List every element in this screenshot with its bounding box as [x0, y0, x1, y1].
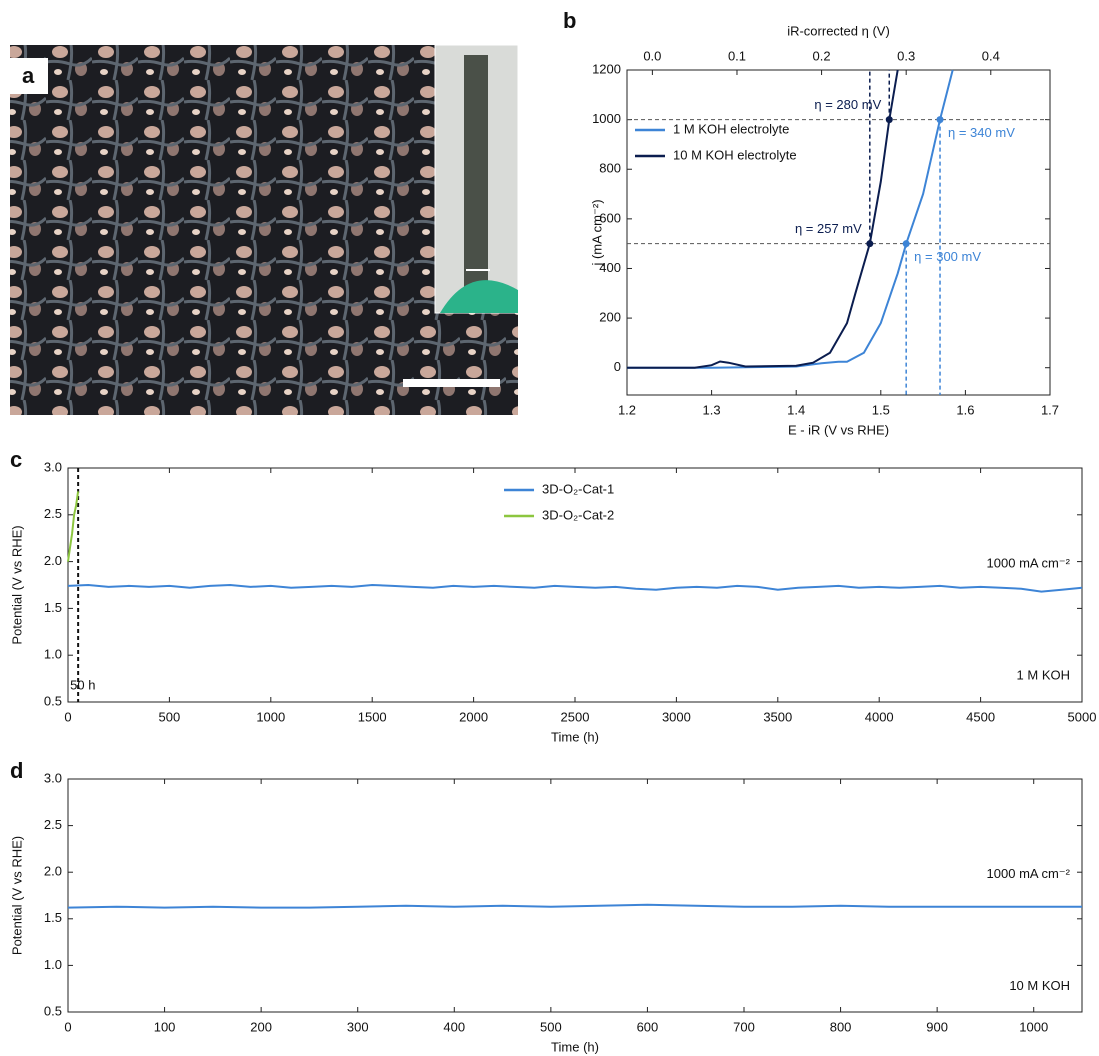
- annotation: 1 M KOH: [1017, 668, 1070, 683]
- annotation: 1000 mA cm⁻²: [987, 555, 1071, 570]
- series-line: [67, 583, 1083, 593]
- y-tick-label: 1200: [592, 61, 621, 76]
- reference-label: 50 h: [70, 677, 95, 692]
- x2-tick-label: 0.0: [643, 48, 661, 63]
- x2-tick-label: 0.3: [897, 48, 915, 63]
- y-tick-label: 200: [599, 310, 621, 325]
- y-tick-label: 0.5: [44, 693, 62, 708]
- x-axis-label: Time (h): [551, 1039, 599, 1054]
- photo-panel: a: [10, 44, 519, 415]
- y-axis-label: Potential (V vs RHE): [9, 525, 24, 644]
- panel-label: c: [10, 447, 22, 472]
- x-tick-label: 200: [250, 1019, 272, 1034]
- x2-axis-label: iR-corrected η (V): [787, 23, 890, 38]
- x-axis-label: E - iR (V vs RHE): [788, 422, 889, 437]
- y-tick-label: 2.0: [44, 553, 62, 568]
- label-box: [10, 58, 48, 94]
- x-tick-label: 0: [64, 709, 71, 724]
- marker-label: η = 280 mV: [814, 97, 881, 112]
- marker-label: η = 300 mV: [914, 249, 981, 264]
- x-tick-label: 1.6: [956, 402, 974, 417]
- x-tick-label: 900: [926, 1019, 948, 1034]
- panel-label: d: [10, 758, 23, 783]
- marker-point: [902, 240, 910, 248]
- x-tick-label: 1500: [358, 709, 387, 724]
- x-tick-label: 600: [637, 1019, 659, 1034]
- annotation: 10 M KOH: [1009, 978, 1070, 993]
- x-tick-label: 0: [64, 1019, 71, 1034]
- x2-tick-label: 0.4: [982, 48, 1000, 63]
- y-tick-label: 400: [599, 260, 621, 275]
- y-tick-label: 1.0: [44, 957, 62, 972]
- marker-label: η = 340 mV: [948, 125, 1015, 140]
- y-tick-label: 2.5: [44, 506, 62, 521]
- x-tick-label: 1.4: [787, 402, 805, 417]
- y-tick-label: 1.5: [44, 910, 62, 925]
- x-tick-label: 4000: [865, 709, 894, 724]
- y-axis-label: j (mA cm⁻²): [589, 199, 604, 266]
- panel-label: a: [22, 63, 35, 88]
- y-tick-label: 1.5: [44, 600, 62, 615]
- foam-photo: [10, 45, 518, 415]
- y-tick-label: 2.0: [44, 864, 62, 879]
- series-line: [627, 69, 954, 369]
- marker-label: η = 257 mV: [795, 221, 862, 236]
- legend-label: 10 M KOH electrolyte: [673, 147, 797, 162]
- y-tick-label: 1000: [592, 111, 621, 126]
- legend-label: 1 M KOH electrolyte: [673, 121, 789, 136]
- x-tick-label: 1.3: [703, 402, 721, 417]
- marker-point: [866, 240, 874, 248]
- x-tick-label: 500: [159, 709, 181, 724]
- inset-sample: [464, 55, 488, 305]
- legend-label: 3D-O₂-Cat-2: [542, 507, 614, 522]
- marker-point: [885, 116, 893, 124]
- x-tick-label: 2000: [459, 709, 488, 724]
- y-tick-label: 0.5: [44, 1003, 62, 1018]
- x-tick-label: 700: [733, 1019, 755, 1034]
- inset-clip: [440, 280, 518, 313]
- x-tick-label: 3500: [763, 709, 792, 724]
- x-tick-label: 1.2: [618, 402, 636, 417]
- annotation: 1000 mA cm⁻²: [987, 866, 1071, 881]
- y-tick-label: 0: [614, 359, 621, 374]
- y-tick-label: 3.0: [44, 770, 62, 785]
- y-axis-label: Potential (V vs RHE): [9, 836, 24, 955]
- x-tick-label: 2500: [561, 709, 590, 724]
- plot-frame: [626, 69, 1051, 396]
- panel-label: b: [563, 8, 576, 33]
- y-tick-label: 1.0: [44, 647, 62, 662]
- x-tick-label: 5000: [1068, 709, 1097, 724]
- series-line: [67, 491, 80, 562]
- x2-tick-label: 0.1: [728, 48, 746, 63]
- series-line: [627, 69, 899, 369]
- x-tick-label: 1.5: [872, 402, 890, 417]
- series-line: [67, 903, 1082, 909]
- plot-frame: [67, 778, 1083, 1013]
- legend-label: 3D-O₂-Cat-1: [542, 481, 614, 496]
- x-tick-label: 300: [347, 1019, 369, 1034]
- x-tick-label: 100: [154, 1019, 176, 1034]
- x-tick-label: 400: [443, 1019, 465, 1034]
- x-tick-label: 3000: [662, 709, 691, 724]
- y-tick-label: 600: [599, 210, 621, 225]
- x-tick-label: 1000: [256, 709, 285, 724]
- x2-tick-label: 0.2: [813, 48, 831, 63]
- y-tick-label: 3.0: [44, 459, 62, 474]
- x-tick-label: 1.7: [1041, 402, 1059, 417]
- x-axis-label: Time (h): [551, 729, 599, 744]
- y-tick-label: 800: [599, 161, 621, 176]
- x-tick-label: 500: [540, 1019, 562, 1034]
- marker-point: [936, 116, 944, 124]
- x-tick-label: 1000: [1019, 1019, 1048, 1034]
- x-tick-label: 4500: [966, 709, 995, 724]
- x-tick-label: 800: [830, 1019, 852, 1034]
- y-tick-label: 2.5: [44, 817, 62, 832]
